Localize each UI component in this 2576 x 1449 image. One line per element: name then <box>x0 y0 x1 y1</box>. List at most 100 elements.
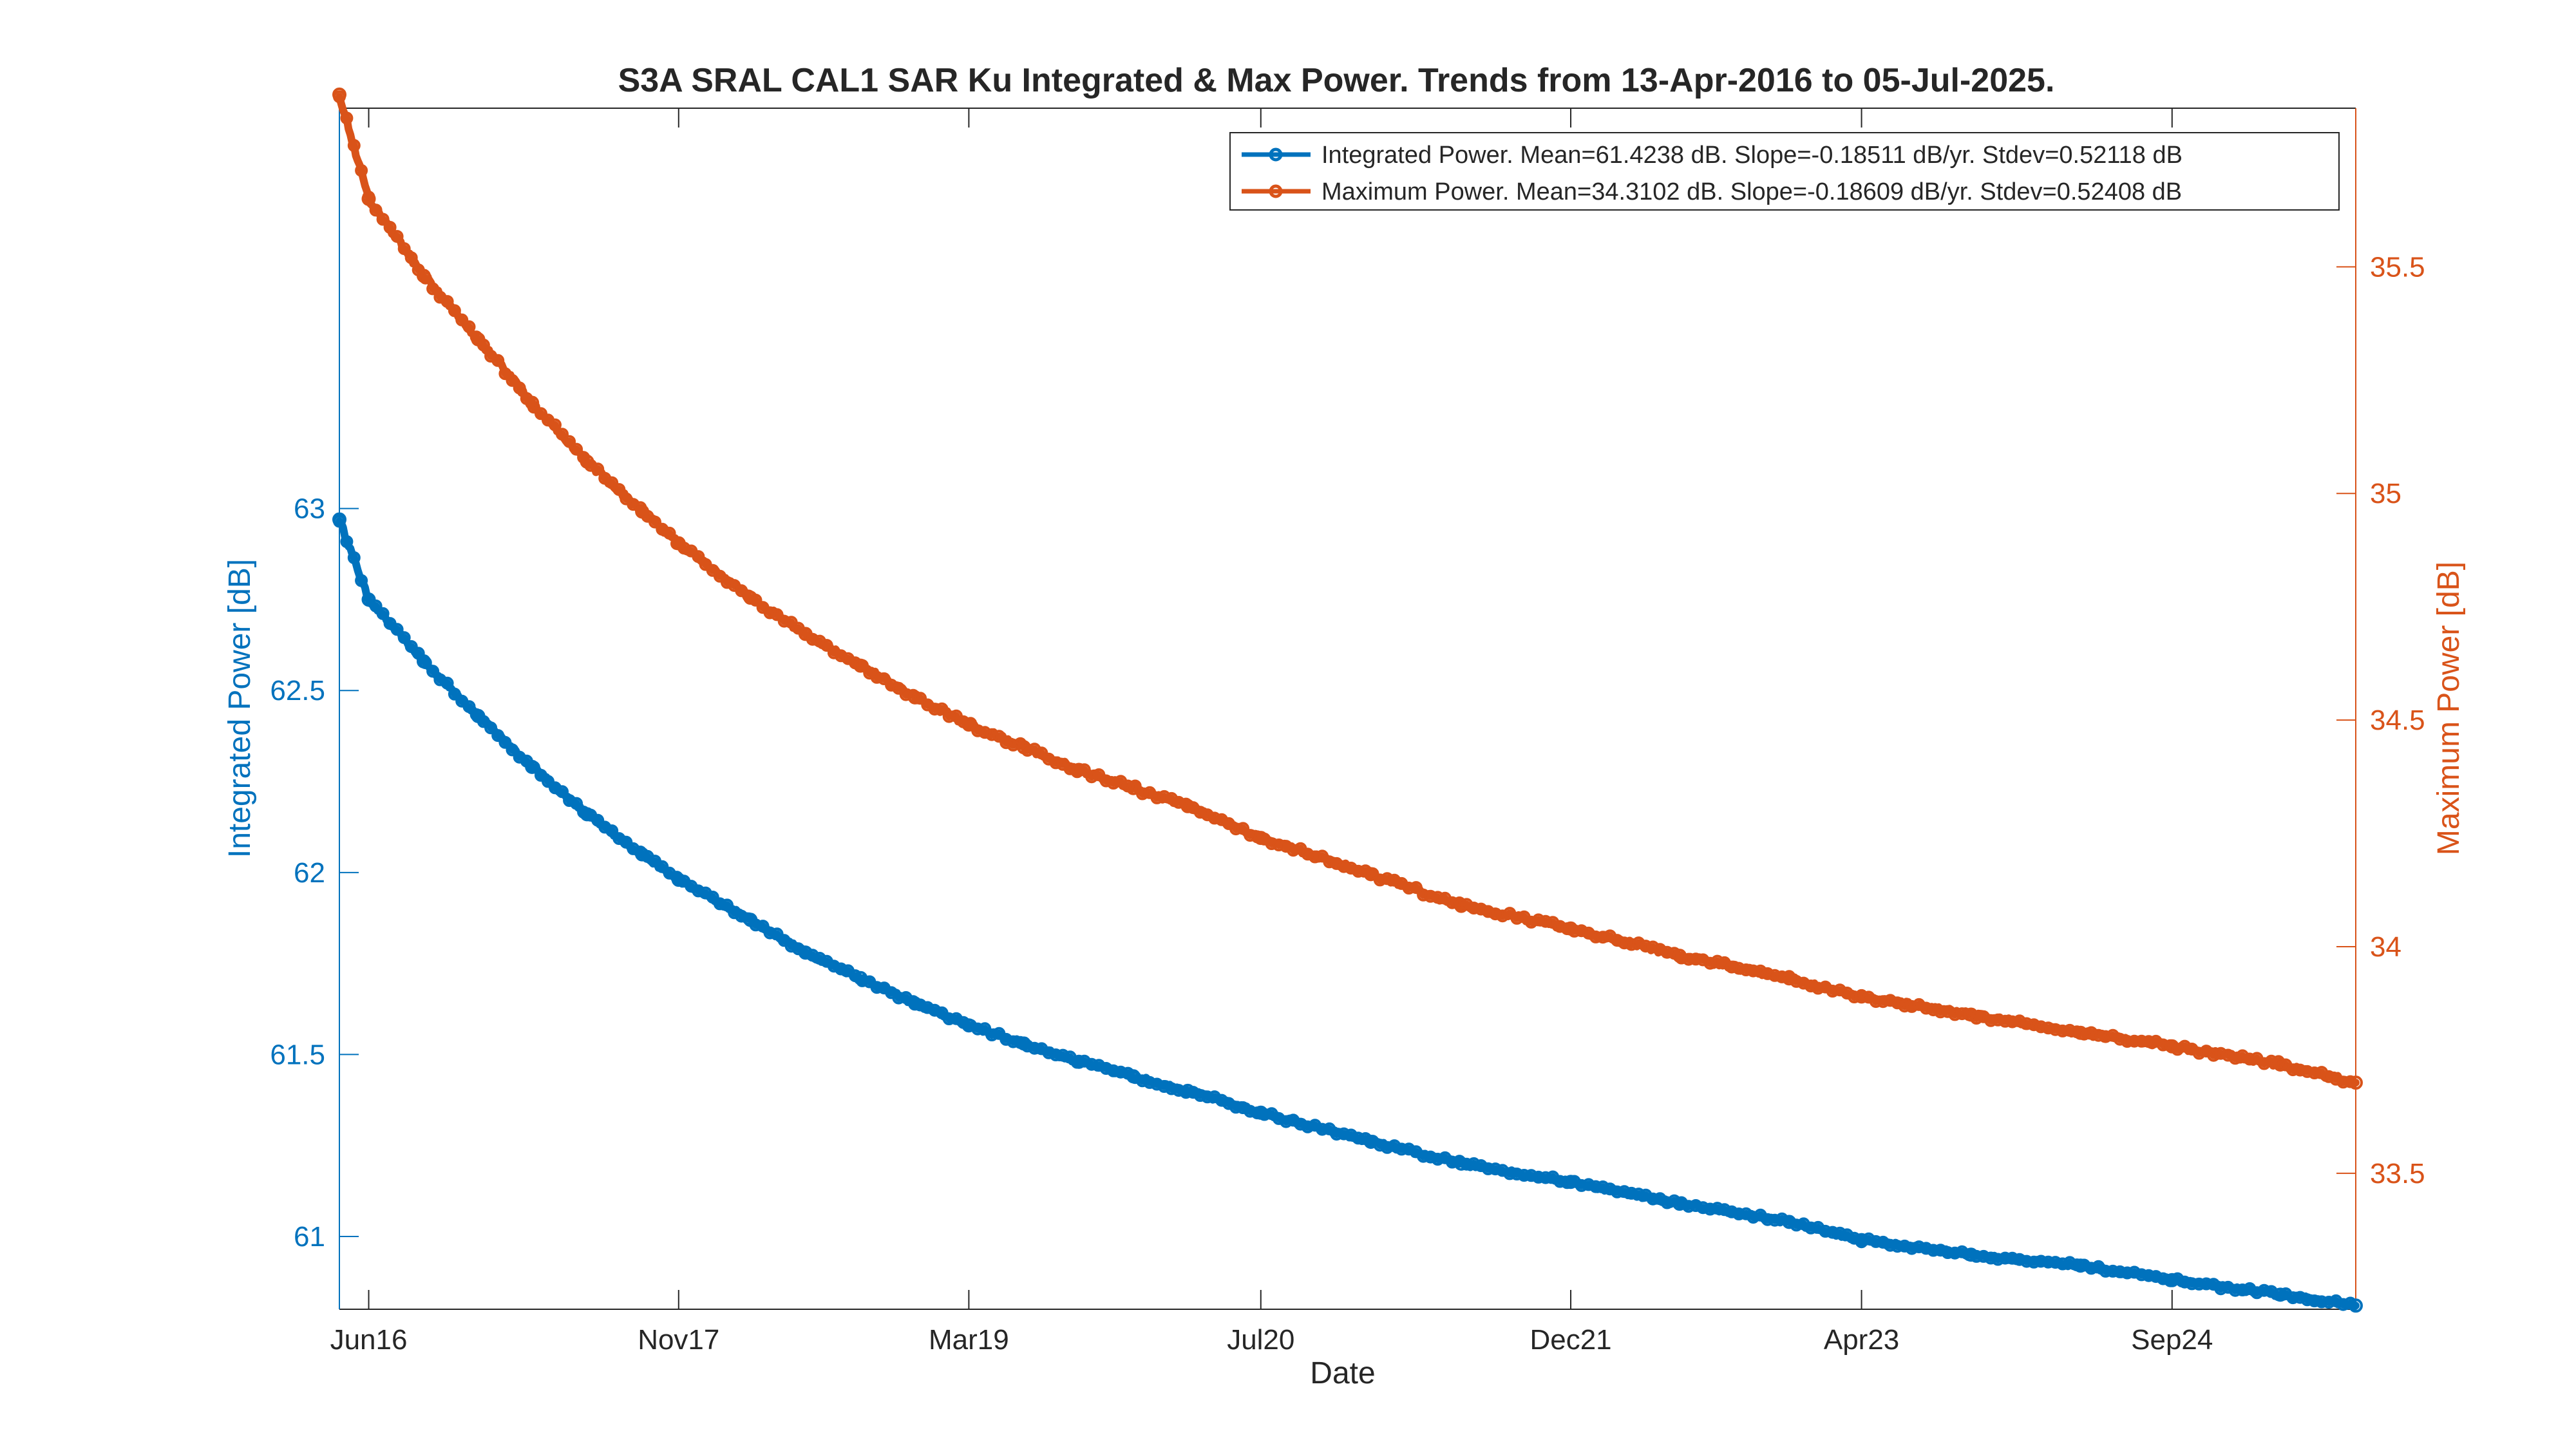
data-point <box>763 926 777 940</box>
data-point <box>1150 1077 1164 1091</box>
data-point <box>347 551 361 564</box>
data-point <box>2164 1039 2179 1054</box>
data-point <box>1028 1041 1041 1055</box>
data-point <box>1106 1064 1120 1077</box>
data-point <box>1157 790 1171 803</box>
data-point <box>2020 1255 2033 1268</box>
data-point <box>376 607 390 620</box>
x-tick-label-nov17: Nov17 <box>638 1324 719 1356</box>
data-point <box>419 271 432 285</box>
data-point <box>2113 1265 2126 1278</box>
data-point <box>1703 956 1717 970</box>
data-point <box>390 230 404 243</box>
data-point <box>942 1012 956 1025</box>
data-point <box>1454 898 1468 913</box>
data-point <box>649 515 661 529</box>
data-point <box>1725 960 1738 974</box>
data-point <box>935 702 949 715</box>
data-point <box>2156 1272 2170 1285</box>
data-point <box>763 606 777 620</box>
data-point <box>1301 848 1314 861</box>
data-point <box>1301 1120 1314 1133</box>
right-y-axis-label: Maximum Power [dB] <box>2432 562 2466 855</box>
data-point <box>2236 1283 2249 1296</box>
data-point <box>2099 1264 2112 1278</box>
data-point <box>706 891 719 904</box>
data-point <box>1998 1251 2012 1265</box>
data-point <box>369 204 383 217</box>
data-point <box>798 627 813 641</box>
data-point <box>2049 1023 2062 1036</box>
data-point <box>612 483 626 497</box>
data-point <box>856 974 869 987</box>
data-point <box>1790 1218 1803 1232</box>
data-point <box>2329 1072 2343 1086</box>
x-tick-label-apr23: Apr23 <box>1824 1324 1899 1356</box>
data-point <box>1193 1089 1207 1102</box>
data-point <box>1812 981 1825 995</box>
data-point <box>471 332 486 346</box>
data-point <box>743 591 758 605</box>
data-point <box>1531 1170 1545 1184</box>
data-point <box>999 736 1013 750</box>
data-point <box>1208 811 1221 825</box>
data-point <box>1919 1001 1933 1015</box>
data-point <box>2092 1028 2105 1042</box>
data-point <box>513 381 526 395</box>
x-axis: Jun16 Nov17 Mar19 Jul20 Dec21 Apr23 Sep24 <box>330 108 2213 1356</box>
data-point <box>455 313 469 327</box>
data-point <box>1417 888 1430 902</box>
data-point <box>1474 1159 1488 1172</box>
data-point <box>2286 1063 2300 1077</box>
data-point <box>448 687 461 701</box>
data-point <box>1157 1080 1171 1093</box>
data-point <box>1056 1048 1070 1062</box>
data-point <box>1431 891 1444 904</box>
data-point <box>2307 1294 2321 1307</box>
data-point <box>2041 1021 2055 1035</box>
data-point <box>1660 1196 1674 1209</box>
data-point <box>1539 914 1552 928</box>
data-point <box>417 269 431 283</box>
data-point <box>1099 1062 1113 1075</box>
data-point <box>2293 1063 2307 1077</box>
left-y-tick-label-61: 61 <box>294 1221 325 1253</box>
data-point <box>542 775 554 788</box>
data-point <box>1833 1226 1846 1240</box>
plot-area <box>339 108 2356 1310</box>
legend-marker-integrated-power <box>1269 147 1283 162</box>
data-point <box>1510 1168 1524 1180</box>
data-point <box>1732 1208 1746 1220</box>
data-point <box>2121 1266 2134 1280</box>
data-point <box>1272 838 1285 851</box>
legend-box <box>1229 132 2340 211</box>
data-point <box>1964 1007 1978 1022</box>
data-point <box>549 418 562 431</box>
data-point <box>2113 1032 2126 1046</box>
data-point <box>426 665 440 678</box>
data-point <box>591 813 605 827</box>
data-point <box>1085 1057 1099 1071</box>
data-point <box>813 952 826 965</box>
data-point <box>1653 943 1667 956</box>
data-point <box>820 639 833 652</box>
data-point <box>1941 1246 1955 1259</box>
data-point <box>1991 1253 2005 1266</box>
data-point <box>1077 1054 1091 1068</box>
data-point <box>397 242 411 256</box>
data-point <box>770 608 784 621</box>
data-point <box>770 927 784 941</box>
data-point <box>1337 860 1350 873</box>
data-point <box>1833 983 1846 997</box>
data-point <box>1596 1180 1609 1193</box>
data-point <box>2142 1269 2155 1282</box>
data-point <box>985 728 999 741</box>
data-point <box>1453 1155 1466 1168</box>
data-point <box>1236 822 1250 835</box>
data-point <box>1092 768 1106 781</box>
data-point <box>1114 1065 1128 1079</box>
data-point <box>827 960 840 973</box>
data-point <box>1905 1242 1918 1255</box>
data-point <box>635 847 650 862</box>
data-point <box>853 658 868 673</box>
